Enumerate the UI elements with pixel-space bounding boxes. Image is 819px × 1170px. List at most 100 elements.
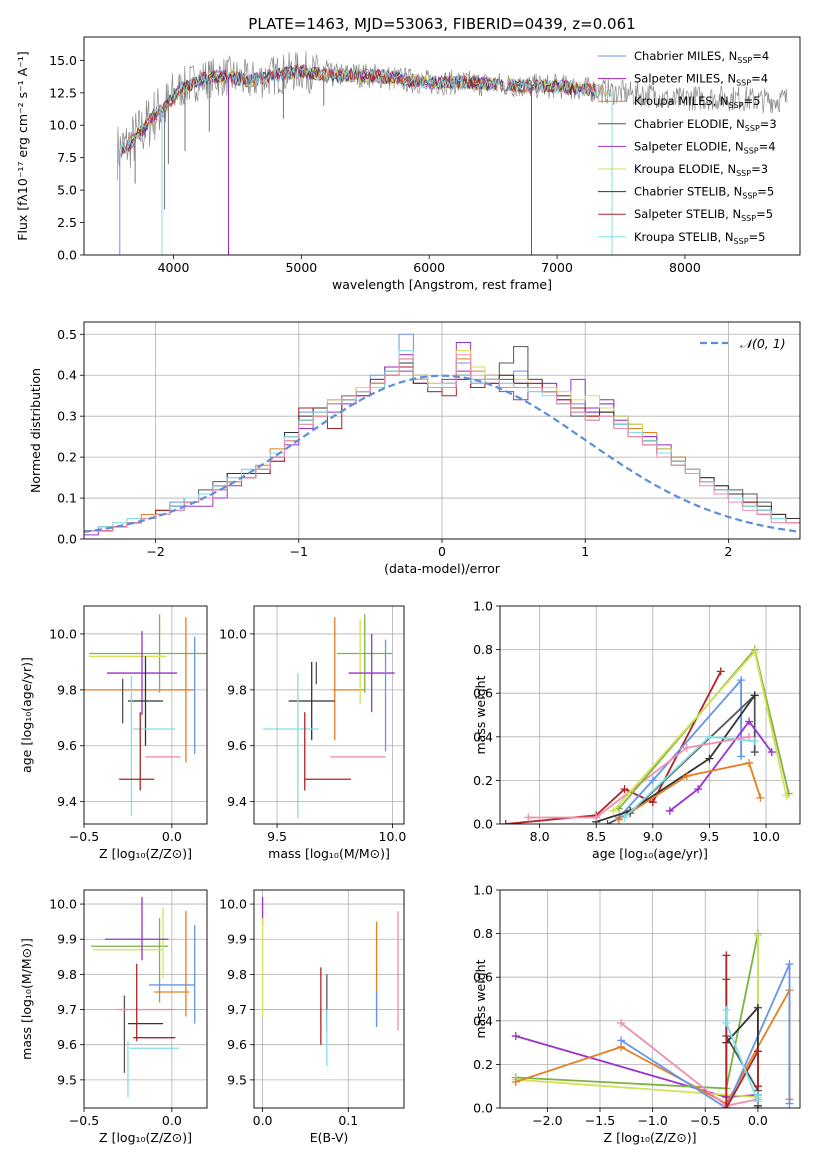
x-tick-label: 0.1 (338, 1113, 358, 1128)
x-tick-label: 9.5 (267, 829, 287, 844)
y-tick-label: 9.8 (227, 682, 247, 697)
x-tick-label: 0.0 (253, 1113, 273, 1128)
x-tick-label: 8.0 (530, 829, 550, 844)
plot-area (500, 606, 800, 824)
weight-marker (737, 752, 746, 761)
legend-label: Kroupa MILES, NSSP=5 (634, 94, 760, 110)
normal-curve (84, 374, 800, 533)
legend-label: Salpeter ELODIE, NSSP=4 (634, 139, 776, 155)
weight-marker (767, 748, 776, 757)
weight-marker (750, 737, 759, 746)
x-tick-label: 10.0 (752, 829, 780, 844)
y-tick-label: 0.6 (473, 686, 493, 701)
y-tick-label: 0.2 (57, 450, 77, 465)
x-axis-label: (data-model)/error (384, 561, 501, 576)
legend-sub: SSP (741, 214, 756, 223)
weight-marker (511, 1077, 520, 1086)
legend-sub: SSP (736, 169, 751, 178)
x-tick-label: 5000 (285, 260, 317, 275)
weight-marker (620, 813, 629, 822)
y-tick-label: 9.6 (57, 1037, 77, 1052)
weight-marker (785, 960, 794, 969)
y-tick-label: 0.4 (57, 368, 77, 383)
plot-area (254, 890, 404, 1108)
y-tick-label: 15.0 (49, 53, 77, 68)
x-tick-label: −2.0 (532, 1113, 562, 1128)
weight-marker (745, 732, 754, 741)
weight-marker (617, 1018, 626, 1027)
legend-label: Kroupa ELODIE, NSSP=3 (634, 162, 768, 178)
x-tick-label: −1 (290, 544, 308, 559)
panel-age-vs-Z: −0.5 0.0 9.4 9.6 9.8 10.0 Z [log₁₀(Z/Z⊙)] age [… (19, 605, 208, 861)
plot-area (84, 606, 207, 824)
legend-suffix: =5 (744, 94, 761, 108)
y-tick-label: 12.5 (49, 85, 77, 100)
weight-marker (753, 1082, 762, 1091)
legend-sub: SSP (729, 101, 744, 110)
legend-suffix: =5 (749, 230, 766, 244)
x-tick-label: 8000 (669, 260, 701, 275)
x-tick-label: 0.0 (748, 1113, 768, 1128)
x-tick-label: −2 (146, 544, 164, 559)
model-spectrum (120, 64, 596, 157)
x-tick-label: −0.5 (69, 1113, 99, 1128)
y-tick-label: 10.0 (49, 118, 77, 133)
figure-title: PLATE=1463, MJD=53063, FIBERID=0439, z=0… (248, 15, 635, 33)
y-axis-label: mass [log₁₀(M/M⊙)] (19, 938, 34, 1060)
y-tick-label: 0.6 (473, 970, 493, 985)
y-tick-label: 9.8 (57, 967, 77, 982)
legend-label: Chabrier STELIB, NSSP=5 (634, 185, 774, 201)
x-axis-label: Z [log₁₀(Z/Z⊙)] (604, 1130, 697, 1145)
legend-sub: SSP (744, 146, 759, 155)
weight-series (515, 1035, 759, 1108)
panel-age-vs-mass: 9.5 10.0 9.4 9.6 9.8 10.0 mass [log₁₀(M/M⊙)] (219, 605, 406, 861)
weight-marker (511, 1032, 520, 1041)
weight-marker (682, 772, 691, 781)
x-tick-label: −1.0 (637, 1113, 667, 1128)
x-tick-label: −1.5 (585, 1113, 615, 1128)
x-tick-label: 0 (438, 544, 446, 559)
y-tick-label: 9.9 (57, 932, 77, 947)
legend-label: 𝒩(0, 1) (740, 336, 786, 351)
x-axis-label: age [log₁₀(age/yr)] (592, 846, 708, 861)
weight-marker (753, 1090, 762, 1099)
weight-marker (753, 1047, 762, 1056)
weight-marker (753, 931, 762, 940)
y-tick-label: 1.0 (473, 599, 493, 614)
axes-frame (253, 605, 405, 825)
legend-label: Salpeter STELIB, NSSP=5 (634, 207, 773, 223)
panel-mass-weight-vs-Z: −2.0 −1.5 −1.0 −0.5 0.0 0.0 0.2 0.4 0.6 0.8 1.0 Z [… (473, 883, 801, 1145)
axes-frame (253, 889, 405, 1109)
histogram-series (84, 350, 800, 539)
model-spectrum (120, 64, 613, 157)
panel-spectrum: 4000 5000 6000 7000 8000 0.0 2.5 5.0 7.5 10.0 12.5… (15, 36, 801, 292)
legend-suffix: =4 (751, 72, 768, 86)
weight-marker (716, 667, 725, 676)
y-tick-label: 9.8 (227, 967, 247, 982)
legend-suffix: =4 (752, 49, 769, 63)
y-tick-label: 9.4 (227, 794, 247, 809)
x-axis-label: mass [log₁₀(M/M⊙)] (268, 846, 390, 861)
y-tick-label: 9.5 (57, 1072, 77, 1087)
legend-sub: SSP (745, 124, 760, 133)
y-tick-label: 0.0 (473, 1101, 493, 1116)
y-tick-label: 10.0 (49, 626, 77, 641)
weight-series (595, 694, 756, 823)
weight-series (669, 719, 773, 812)
x-tick-label: −0.5 (69, 829, 99, 844)
weight-marker (745, 717, 754, 726)
legend-label: Chabrier MILES, NSSP=4 (634, 49, 769, 65)
y-tick-label: 0.2 (473, 1057, 493, 1072)
legend-suffix: =4 (759, 139, 776, 153)
legend-sub: SSP (736, 79, 751, 88)
legend-suffix: =3 (760, 117, 777, 131)
y-axis-label: mass weight (473, 959, 488, 1038)
y-tick-label: 0.5 (57, 327, 77, 342)
chart-panels: 4000 5000 6000 7000 80000.02.55.07.510.012.5… (15, 36, 801, 1145)
y-axis-label: Normed distribution (28, 368, 43, 493)
x-tick-label: 0.0 (162, 1113, 182, 1128)
legend-label: Kroupa STELIB, NSSP=5 (634, 230, 765, 246)
plot-area (500, 890, 800, 1108)
weight-marker (705, 754, 714, 763)
